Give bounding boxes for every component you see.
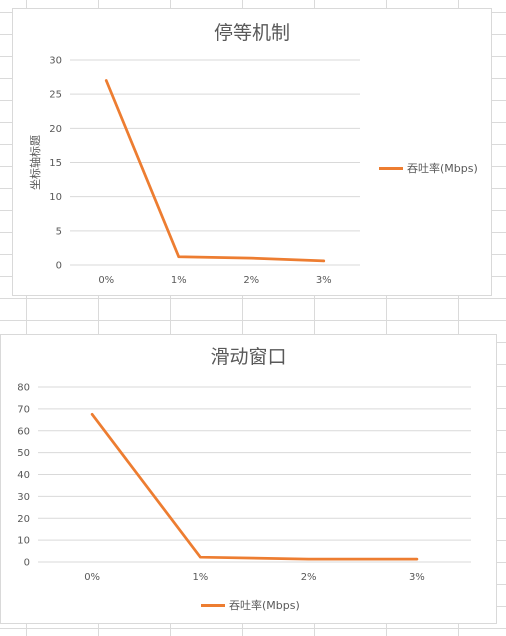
- x-tick-label: 3%: [409, 572, 425, 583]
- x-tick-label: 1%: [192, 572, 208, 583]
- y-tick-label: 30: [49, 56, 62, 67]
- chart-legend: 吞吐率(Mbps): [379, 160, 478, 176]
- y-tick-label: 70: [17, 404, 30, 415]
- y-tick-label: 20: [17, 514, 30, 525]
- y-tick-label: 0: [56, 261, 62, 272]
- y-tick-label: 20: [49, 124, 62, 135]
- y-axis-title: 坐标轴标题: [28, 135, 42, 190]
- chart-plot-area: 0 5 10 15 20 25 30 0% 1% 2% 3% 坐标轴标题: [28, 56, 360, 286]
- x-tick-label: 1%: [171, 275, 187, 286]
- y-tick-label: 80: [17, 383, 30, 394]
- x-tick-label: 0%: [84, 572, 100, 583]
- y-tick-label: 10: [17, 536, 30, 547]
- legend-label: 吞吐率(Mbps): [229, 599, 300, 612]
- y-tick-label: 5: [56, 226, 62, 237]
- chart-title: 滑动窗口: [210, 346, 287, 368]
- data-point: [199, 555, 202, 559]
- x-tick-label: 2%: [243, 275, 259, 286]
- y-tick-label: 15: [49, 158, 62, 169]
- x-tick-label: 3%: [316, 275, 332, 286]
- chart-sliding-window[interactable]: 滑动窗口 0 10 20 30 40 50 60 70 80 0% 1% 2% 3% 吞吐率(Mbps): [0, 334, 497, 624]
- x-tick-label: 0%: [98, 275, 114, 286]
- legend-line-swatch: [201, 603, 225, 607]
- chart-title: 停等机制: [213, 22, 290, 44]
- y-tick-label: 30: [17, 492, 30, 503]
- y-tick-label: 10: [49, 192, 62, 203]
- chart-plot-area: 0 10 20 30 40 50 60 70 80 0% 1% 2% 3%: [17, 383, 471, 583]
- y-tick-label: 40: [17, 470, 30, 481]
- data-point: [105, 79, 108, 82]
- legend-line-swatch: [379, 166, 403, 170]
- data-point: [322, 259, 325, 263]
- series-line: [104, 79, 326, 263]
- y-tick-label: 60: [17, 426, 30, 437]
- data-point: [415, 557, 419, 561]
- chart-legend: 吞吐率(Mbps): [201, 597, 300, 613]
- series-line: [90, 412, 419, 561]
- data-point: [250, 256, 253, 260]
- y-tick-label: 0: [24, 558, 30, 569]
- chart-stop-and-wait[interactable]: 停等机制 0 5 10 15 20 25 30 0% 1% 2% 3% 坐标轴标题 吞吐率(Mbps): [12, 8, 492, 296]
- legend-label: 吞吐率(Mbps): [407, 162, 478, 175]
- y-tick-label: 25: [49, 90, 62, 101]
- x-tick-label: 2%: [301, 572, 317, 583]
- data-point: [307, 557, 310, 561]
- data-point: [90, 413, 94, 416]
- y-tick-label: 50: [17, 448, 30, 459]
- data-point: [177, 255, 180, 258]
